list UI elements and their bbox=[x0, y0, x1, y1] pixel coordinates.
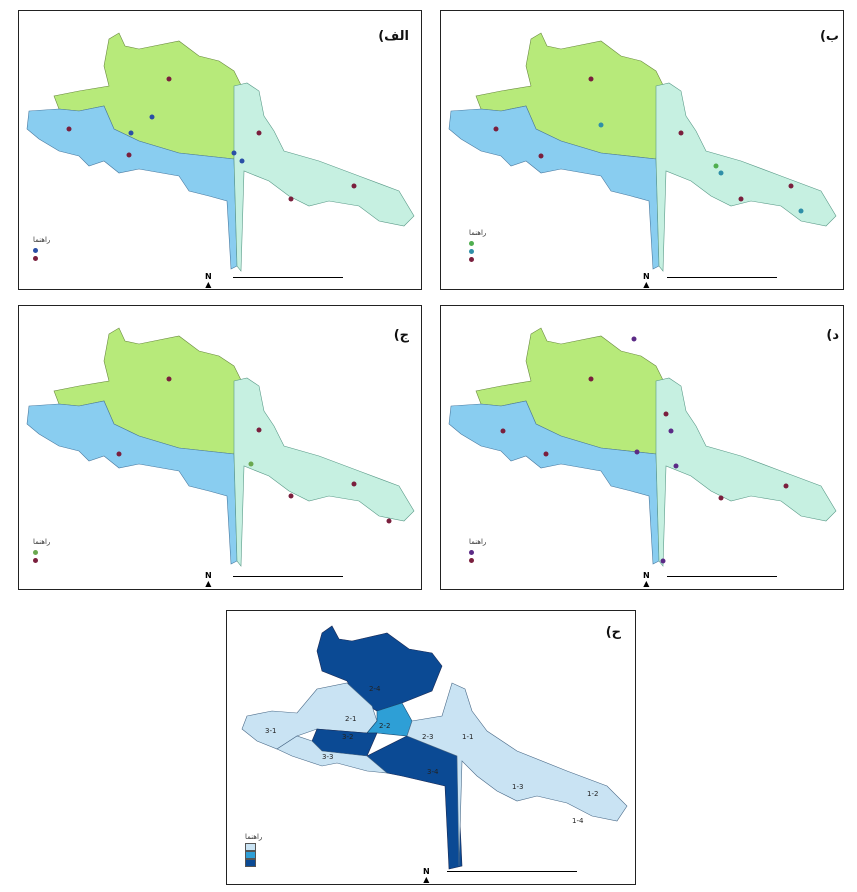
zone-area-blue bbox=[26, 400, 238, 565]
zone-area-mint bbox=[655, 377, 837, 567]
legend-dot-icon bbox=[469, 248, 474, 254]
zone-label: 1-2 bbox=[587, 790, 598, 798]
panel-label: ج) bbox=[393, 328, 409, 343]
zone-area-blue bbox=[26, 105, 238, 270]
legend-item bbox=[33, 246, 50, 254]
panel-label: د) bbox=[826, 328, 839, 343]
north-arrow-icon: N ▲ bbox=[205, 571, 212, 588]
zone-label: 1-3 bbox=[512, 783, 523, 791]
legend-item bbox=[469, 247, 486, 255]
city-map bbox=[448, 327, 837, 567]
legend-item bbox=[469, 239, 486, 247]
map-panel-be: ب) راهنما N ▲ bbox=[440, 10, 844, 290]
legend-item bbox=[469, 556, 486, 564]
map-panel-alef: الف) راهنما N ▲ bbox=[18, 10, 422, 290]
zone-labels: 3-1 3-3 2-1 2-4 2-2 3-2 2-3 1-1 3-4 1-3 … bbox=[265, 685, 598, 825]
legend-item bbox=[469, 548, 486, 556]
north-arrow-icon: N ▲ bbox=[205, 272, 212, 289]
scale-bar bbox=[233, 576, 353, 584]
legend-title: راهنما bbox=[33, 236, 51, 244]
legend-item bbox=[245, 843, 262, 851]
zone-area-mid-blue bbox=[366, 702, 413, 737]
legend: راهنما bbox=[245, 833, 262, 867]
map-panel-dal: د) راهنما N ▲ bbox=[440, 305, 844, 590]
zone-label: 1-4 bbox=[572, 817, 584, 825]
legend-swatch bbox=[245, 843, 256, 851]
zone-area-blue bbox=[448, 400, 660, 565]
legend-dot-icon bbox=[33, 255, 38, 261]
zone-label: 1-1 bbox=[462, 733, 473, 741]
zone-label: 3-1 bbox=[265, 727, 276, 735]
zone-area-navy-south bbox=[366, 735, 463, 870]
zone-label: 2-4 bbox=[369, 685, 381, 693]
panel-label: ح) bbox=[605, 625, 621, 640]
scale-bar bbox=[667, 277, 787, 285]
legend-item bbox=[469, 255, 486, 263]
map-panel-he: 3-1 3-3 2-1 2-4 2-2 3-2 2-3 1-1 3-4 1-3 … bbox=[226, 610, 636, 885]
legend-item bbox=[245, 851, 262, 859]
zone-label: 3-3 bbox=[322, 753, 333, 761]
zone-area-navy-north bbox=[316, 625, 443, 712]
map-points bbox=[116, 376, 392, 524]
zone-area-blue bbox=[448, 105, 660, 270]
legend: راهنما bbox=[33, 236, 50, 262]
legend-title: راهنما bbox=[469, 229, 487, 237]
zone-area-pale-east bbox=[406, 682, 628, 867]
legend: راهنما bbox=[33, 538, 50, 564]
city-map: 3-1 3-3 2-1 2-4 2-2 3-2 2-3 1-1 3-4 1-3 … bbox=[241, 625, 628, 870]
legend: راهنما bbox=[469, 229, 486, 263]
panel-label: ب) bbox=[819, 29, 839, 44]
legend-item bbox=[33, 556, 50, 564]
city-map bbox=[26, 32, 415, 272]
zone-area-mint bbox=[655, 82, 837, 272]
map-points bbox=[66, 76, 357, 202]
legend-item bbox=[33, 254, 50, 262]
legend-dot-icon bbox=[33, 549, 38, 555]
legend-item bbox=[33, 548, 50, 556]
city-map bbox=[26, 327, 415, 567]
panel-label: الف) bbox=[378, 29, 409, 44]
legend-dot-icon bbox=[469, 549, 474, 555]
legend-dot-icon bbox=[33, 247, 38, 253]
north-arrow-icon: N ▲ bbox=[423, 867, 430, 884]
legend-dot-icon bbox=[469, 557, 474, 563]
zone-area-mint bbox=[233, 82, 415, 272]
legend-title: راهنما bbox=[245, 833, 263, 841]
map-points bbox=[493, 76, 804, 214]
legend-swatch bbox=[245, 859, 256, 867]
legend: راهنما bbox=[469, 538, 486, 564]
zone-area-mint bbox=[233, 377, 415, 567]
zone-label: 2-3 bbox=[422, 733, 433, 741]
scale-bar bbox=[233, 277, 353, 285]
zone-area-pale-south-west bbox=[276, 735, 388, 774]
legend-dot-icon bbox=[469, 240, 474, 246]
legend-swatch bbox=[245, 851, 256, 859]
scale-bar bbox=[667, 576, 787, 584]
map-panel-jim: ج) راهنما N ▲ bbox=[18, 305, 422, 590]
legend-title: راهنما bbox=[33, 538, 51, 546]
zone-label: 3-4 bbox=[427, 768, 439, 776]
map-points bbox=[500, 336, 789, 564]
north-arrow-icon: N ▲ bbox=[643, 571, 650, 588]
legend-dot-icon bbox=[469, 256, 474, 262]
zone-label: 3-2 bbox=[342, 733, 353, 741]
legend-dot-icon bbox=[33, 557, 38, 563]
scale-bar bbox=[447, 871, 587, 879]
legend-title: راهنما bbox=[469, 538, 487, 546]
legend-item bbox=[245, 859, 262, 867]
zone-label: 2-1 bbox=[345, 715, 356, 723]
north-arrow-icon: N ▲ bbox=[643, 272, 650, 289]
city-map bbox=[448, 32, 837, 272]
zone-label: 2-2 bbox=[379, 722, 390, 730]
